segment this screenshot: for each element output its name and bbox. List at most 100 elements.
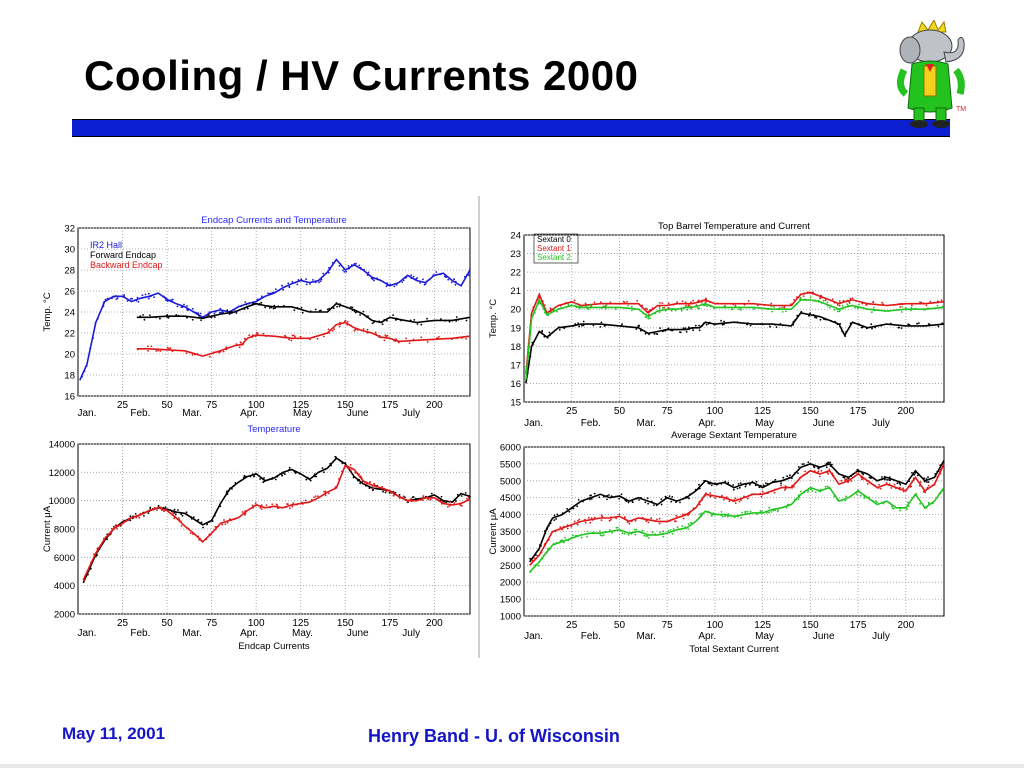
data-point [402, 495, 405, 498]
data-point [113, 296, 115, 298]
y-axis-label: Temp. °C [488, 299, 499, 338]
data-point [243, 337, 246, 340]
data-point [334, 455, 337, 458]
data-point [272, 307, 275, 310]
data-point [440, 502, 443, 505]
data-point [166, 346, 169, 349]
data-point [636, 497, 638, 500]
data-point [571, 507, 574, 509]
data-point [554, 530, 557, 533]
data-point [393, 285, 396, 288]
data-point [450, 281, 453, 284]
data-point [424, 282, 427, 285]
data-point [321, 467, 324, 469]
data-point [264, 306, 266, 309]
data-point [189, 532, 192, 535]
data-point [293, 309, 296, 311]
data-point [436, 337, 439, 339]
data-point [196, 353, 199, 355]
data-point [747, 495, 749, 498]
data-point [801, 463, 804, 465]
y-tick-label: 1000 [500, 612, 521, 623]
data-point [768, 323, 771, 326]
data-point [844, 479, 846, 481]
data-point [819, 318, 822, 321]
data-point [96, 551, 98, 554]
data-point [880, 324, 883, 327]
data-point [779, 322, 782, 325]
data-point [573, 520, 576, 523]
data-point [577, 322, 580, 325]
data-point [292, 502, 295, 504]
y-tick-label: 6000 [54, 553, 75, 564]
data-point [669, 519, 671, 522]
data-point [671, 496, 674, 498]
data-point [327, 271, 330, 274]
data-point [681, 300, 684, 303]
plot-frame [77, 227, 471, 397]
data-point [626, 521, 629, 524]
data-point [561, 539, 564, 542]
data-point [618, 497, 620, 500]
data-point [346, 323, 349, 326]
data-point [429, 498, 432, 501]
data-point [784, 485, 787, 488]
data-point [229, 312, 232, 314]
data-point [667, 307, 670, 309]
data-point [807, 461, 810, 464]
data-point [271, 478, 273, 480]
data-point [860, 326, 863, 329]
data-point [723, 306, 726, 309]
data-point [128, 517, 131, 520]
data-point [705, 300, 708, 303]
data-point [627, 533, 630, 536]
month-label: July [872, 418, 890, 429]
data-point [694, 324, 697, 327]
data-point [181, 306, 184, 309]
data-point [781, 324, 784, 327]
data-point [690, 522, 693, 525]
data-point [654, 533, 656, 536]
data-point [546, 551, 548, 554]
data-point [219, 350, 222, 353]
data-point [724, 480, 727, 483]
data-point [126, 519, 129, 522]
data-point [138, 516, 141, 519]
data-point [770, 302, 773, 305]
data-point [584, 302, 587, 305]
data-point [647, 310, 650, 313]
data-point [553, 519, 556, 521]
data-point [580, 533, 583, 536]
data-point [825, 318, 827, 321]
data-point [723, 323, 725, 326]
legend-entry: Sextant 0 [537, 235, 571, 244]
data-point [863, 497, 866, 500]
y-tick-label: 4500 [500, 493, 521, 504]
data-point [83, 370, 86, 373]
data-point [698, 500, 701, 503]
data-point [338, 459, 341, 461]
data-point [899, 507, 902, 510]
data-point [155, 316, 157, 319]
data-point [398, 497, 401, 499]
data-point [347, 467, 350, 470]
data-point [378, 334, 381, 337]
data-point [626, 300, 628, 303]
data-point [544, 553, 546, 556]
data-point [531, 341, 534, 344]
data-point [812, 292, 814, 295]
data-point [365, 484, 367, 487]
data-point [150, 345, 153, 348]
data-point [235, 312, 238, 314]
data-point [942, 490, 945, 493]
data-point [170, 510, 173, 513]
data-point [623, 301, 626, 304]
data-point [269, 506, 271, 509]
data-point [721, 494, 723, 497]
data-point [889, 479, 891, 482]
data-point [874, 500, 877, 502]
data-point [544, 311, 546, 314]
data-point [620, 529, 622, 532]
data-point [400, 319, 402, 322]
data-point [301, 311, 304, 314]
